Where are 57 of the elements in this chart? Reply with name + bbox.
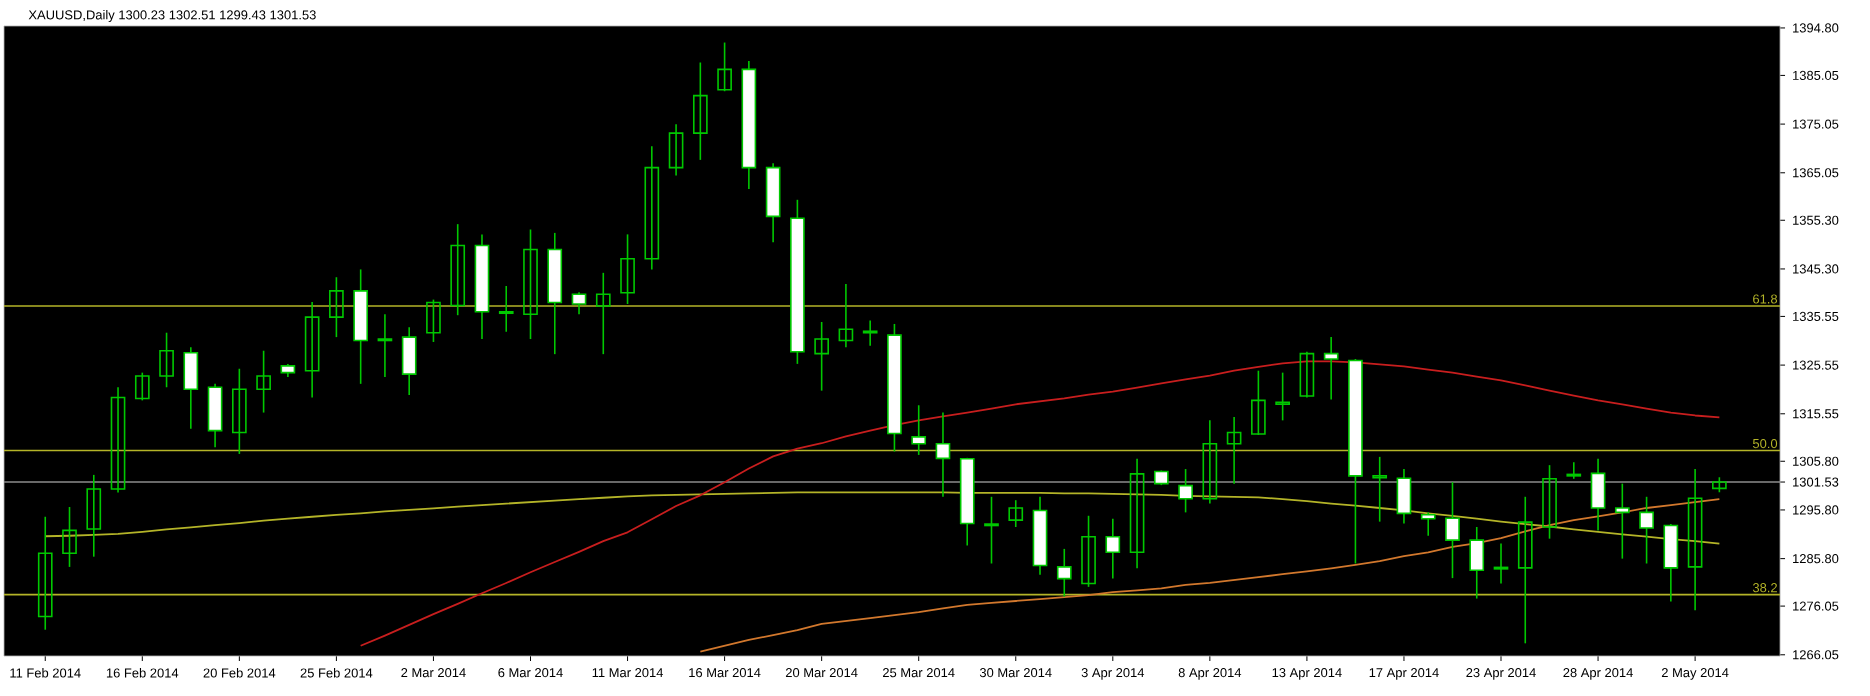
candlestick <box>62 506 77 568</box>
candlestick <box>1493 542 1509 585</box>
candlestick <box>935 411 951 498</box>
candlestick <box>1081 514 1096 588</box>
candlestick <box>377 313 393 378</box>
candlestick <box>1469 526 1485 600</box>
candlestick <box>1202 419 1218 505</box>
candlestick <box>1129 458 1145 570</box>
candlestick <box>862 319 878 347</box>
candlestick <box>595 272 611 355</box>
candlestick <box>644 145 660 271</box>
candlestick <box>1299 350 1315 399</box>
candlestick <box>304 301 320 399</box>
candlestick <box>498 285 514 333</box>
candlestick <box>426 298 441 343</box>
candlestick <box>984 496 999 565</box>
candlestick <box>1420 511 1436 537</box>
candlestick <box>134 371 150 402</box>
candlestick <box>1687 468 1703 612</box>
candlestick <box>450 223 466 316</box>
candlestick <box>1590 458 1606 532</box>
candlestick <box>911 404 927 456</box>
candlestick <box>86 474 102 558</box>
candlestick <box>1542 464 1557 540</box>
candlestick <box>1614 482 1630 560</box>
candlestick <box>1275 371 1290 422</box>
candlestick <box>1372 456 1388 523</box>
candlestick <box>1323 336 1339 401</box>
candlestick <box>256 349 271 414</box>
candlestick <box>838 283 854 349</box>
candlestick <box>1445 481 1460 579</box>
candlestick <box>814 321 829 392</box>
candlestick <box>717 41 732 93</box>
candlestick <box>692 61 708 161</box>
candlestick <box>1105 517 1121 580</box>
candlestick <box>1663 523 1679 603</box>
candlestick <box>37 515 53 631</box>
candlestick <box>159 331 174 389</box>
candlestick <box>207 383 223 448</box>
candlestick <box>1056 548 1072 598</box>
candlestick <box>620 233 635 305</box>
candlestick <box>1566 461 1582 480</box>
candlestick <box>232 367 247 455</box>
candlestick <box>668 123 684 177</box>
candlestick <box>401 326 417 396</box>
candlestick <box>1178 468 1193 514</box>
candlestick <box>183 346 199 430</box>
candlestick <box>1226 416 1242 485</box>
candlestick <box>1008 499 1024 528</box>
candlestick <box>1639 496 1654 565</box>
candlestick <box>571 291 587 316</box>
candlestick <box>1517 496 1533 645</box>
candlestick <box>110 386 126 494</box>
candlestick <box>329 276 344 338</box>
candlestick <box>523 228 538 340</box>
candlestick <box>1251 369 1266 436</box>
candlestick <box>1396 468 1412 525</box>
